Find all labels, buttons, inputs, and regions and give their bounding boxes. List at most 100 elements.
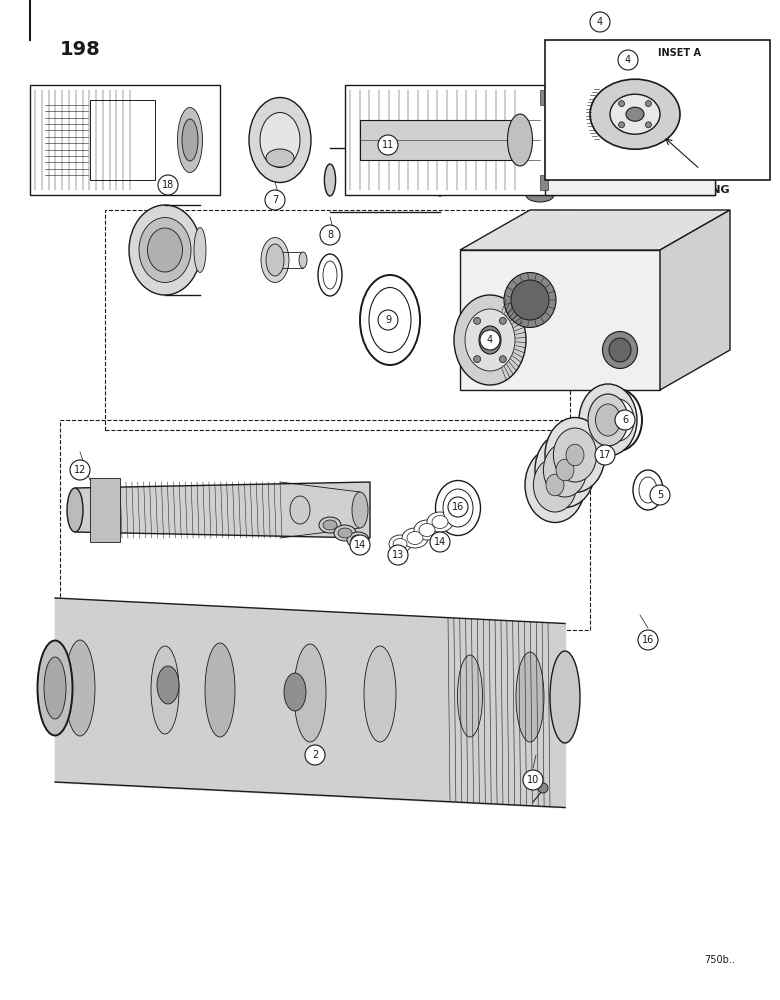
Circle shape — [619, 101, 625, 107]
Circle shape — [523, 770, 543, 790]
Text: 16: 16 — [452, 502, 464, 512]
Ellipse shape — [535, 432, 595, 508]
Polygon shape — [75, 482, 370, 538]
Ellipse shape — [194, 228, 206, 272]
Ellipse shape — [65, 640, 95, 736]
Ellipse shape — [566, 444, 584, 466]
Text: 6: 6 — [622, 415, 628, 425]
Ellipse shape — [556, 459, 574, 481]
Circle shape — [265, 190, 285, 210]
Text: 750b..: 750b.. — [704, 955, 735, 965]
Circle shape — [480, 330, 500, 350]
Ellipse shape — [419, 524, 435, 536]
Ellipse shape — [393, 538, 407, 550]
Ellipse shape — [364, 646, 396, 742]
Ellipse shape — [205, 643, 235, 737]
Circle shape — [473, 317, 480, 324]
Circle shape — [473, 356, 480, 363]
Ellipse shape — [334, 525, 356, 541]
Circle shape — [499, 317, 506, 324]
Ellipse shape — [443, 489, 473, 527]
Text: 14: 14 — [434, 537, 446, 547]
Ellipse shape — [534, 458, 576, 512]
Ellipse shape — [504, 272, 556, 328]
Bar — [545, 40, 770, 180]
Ellipse shape — [323, 520, 337, 530]
Bar — [30, 85, 220, 195]
Ellipse shape — [147, 228, 183, 272]
Circle shape — [350, 535, 370, 555]
Ellipse shape — [550, 651, 580, 743]
Ellipse shape — [360, 275, 420, 365]
Circle shape — [378, 135, 398, 155]
Text: 4: 4 — [487, 335, 493, 345]
Circle shape — [590, 12, 610, 32]
Circle shape — [595, 445, 615, 465]
Text: 8: 8 — [327, 230, 333, 240]
Bar — [460, 250, 660, 390]
Polygon shape — [460, 210, 730, 250]
Ellipse shape — [44, 657, 66, 719]
Circle shape — [618, 50, 638, 70]
Ellipse shape — [37, 641, 73, 736]
Circle shape — [638, 630, 658, 650]
Ellipse shape — [151, 646, 179, 734]
Bar — [545, 85, 715, 195]
Circle shape — [499, 356, 506, 363]
Ellipse shape — [526, 188, 554, 202]
Ellipse shape — [594, 389, 642, 451]
Ellipse shape — [318, 254, 342, 296]
Ellipse shape — [139, 218, 191, 282]
Ellipse shape — [435, 481, 480, 536]
Ellipse shape — [299, 252, 307, 268]
Bar — [90, 100, 155, 180]
Ellipse shape — [595, 404, 621, 436]
Circle shape — [378, 310, 398, 330]
Ellipse shape — [351, 535, 365, 545]
Ellipse shape — [324, 164, 335, 196]
Ellipse shape — [284, 673, 306, 711]
Text: 198: 198 — [60, 40, 101, 59]
Ellipse shape — [347, 532, 369, 548]
Ellipse shape — [511, 280, 549, 320]
Text: 17: 17 — [599, 450, 612, 460]
Text: 5: 5 — [657, 490, 663, 500]
Text: INSET A: INSET A — [658, 48, 701, 58]
Text: 2: 2 — [312, 750, 318, 760]
Circle shape — [305, 745, 325, 765]
Ellipse shape — [626, 107, 644, 121]
Circle shape — [448, 497, 468, 517]
Ellipse shape — [67, 488, 83, 532]
Ellipse shape — [479, 326, 501, 354]
Ellipse shape — [610, 94, 660, 134]
Text: 4: 4 — [597, 17, 603, 27]
Bar — [370, 168, 400, 192]
Ellipse shape — [544, 443, 587, 497]
Circle shape — [645, 101, 651, 107]
Ellipse shape — [516, 652, 544, 742]
Circle shape — [615, 410, 635, 430]
Bar — [60, 420, 590, 630]
Circle shape — [430, 532, 450, 552]
Ellipse shape — [545, 418, 605, 492]
Ellipse shape — [633, 470, 663, 510]
Bar — [540, 175, 548, 190]
Ellipse shape — [369, 288, 411, 353]
Ellipse shape — [590, 79, 680, 149]
Ellipse shape — [249, 98, 311, 182]
Ellipse shape — [294, 644, 326, 742]
Ellipse shape — [525, 448, 585, 522]
Bar — [360, 120, 515, 160]
Text: 4: 4 — [625, 55, 631, 65]
Text: 16: 16 — [642, 635, 654, 645]
Circle shape — [320, 225, 340, 245]
Ellipse shape — [157, 666, 179, 704]
Ellipse shape — [553, 428, 597, 482]
Ellipse shape — [427, 512, 453, 532]
Text: INDENTIFICATION RING: INDENTIFICATION RING — [586, 185, 729, 195]
Ellipse shape — [178, 107, 203, 172]
Ellipse shape — [402, 528, 428, 548]
Circle shape — [645, 122, 651, 128]
Text: 7: 7 — [272, 195, 278, 205]
Ellipse shape — [338, 528, 352, 538]
